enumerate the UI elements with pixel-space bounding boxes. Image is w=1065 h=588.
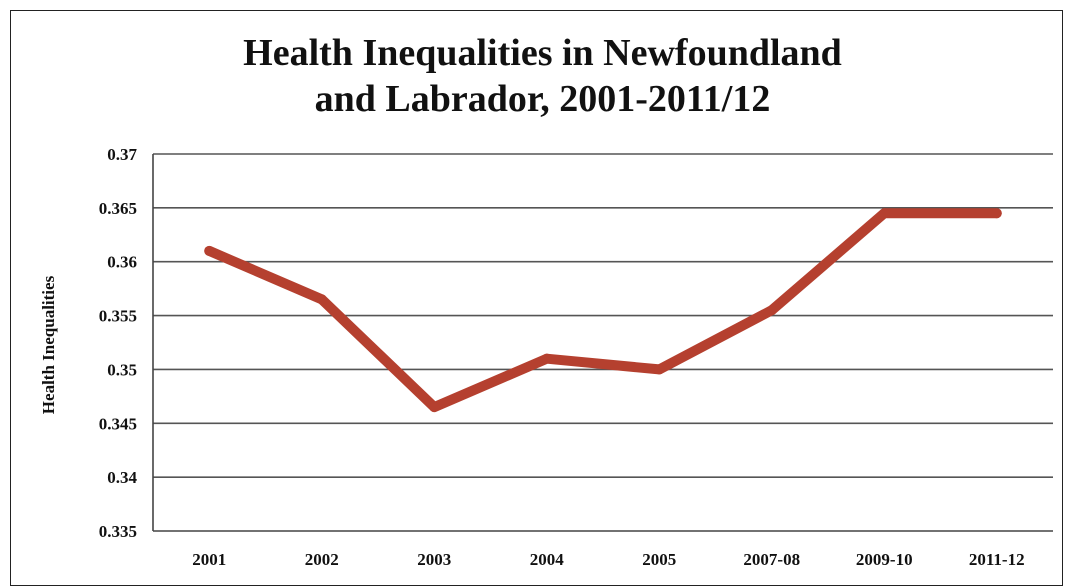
x-tick-labels: 2001 2002 2003 2004 2005 2007-08 2009-10 2011-1… (192, 550, 1024, 569)
y-tick-label: 0.35 (107, 360, 137, 379)
x-tick-label: 2007-08 (743, 550, 800, 569)
data-point (879, 208, 890, 219)
y-tick-label: 0.345 (99, 414, 137, 433)
data-point (766, 305, 777, 316)
x-tick-label: 2004 (530, 550, 565, 569)
data-point (991, 208, 1002, 219)
x-tick-label: 2002 (305, 550, 339, 569)
data-point (316, 294, 327, 305)
y-tick-label: 0.365 (99, 199, 137, 218)
axes (152, 154, 1053, 532)
data-point (541, 353, 552, 364)
x-tick-label: 2003 (417, 550, 451, 569)
chart-title-line-2: and Labrador, 2001-2011/12 (314, 78, 771, 120)
chart-title-line-1: Health Inequalities in Newfoundland (243, 32, 842, 74)
data-point (654, 364, 665, 375)
series-line (204, 208, 1002, 413)
y-axis-title: Health Inequalities (39, 275, 58, 414)
gridlines (153, 153, 1053, 478)
y-tick-label: 0.335 (99, 522, 137, 541)
series-layer (204, 208, 1002, 413)
y-tick-label: 0.37 (107, 145, 137, 164)
data-point (204, 245, 215, 256)
x-tick-label: 2005 (642, 550, 676, 569)
x-tick-label: 2009-10 (856, 550, 913, 569)
data-point (429, 402, 440, 413)
x-tick-label: 2011-12 (969, 550, 1025, 569)
y-tick-label: 0.34 (107, 468, 137, 487)
chart-frame (10, 10, 1063, 586)
y-tick-label: 0.355 (99, 307, 137, 326)
y-tick-label: 0.36 (107, 253, 137, 272)
chart-title: Health Inequalities in Newfoundland and … (0, 30, 1065, 122)
x-tick-label: 2001 (192, 550, 226, 569)
y-tick-labels: 0.335 0.34 0.345 0.35 0.355 0.36 0.365 0.37 (99, 145, 138, 541)
